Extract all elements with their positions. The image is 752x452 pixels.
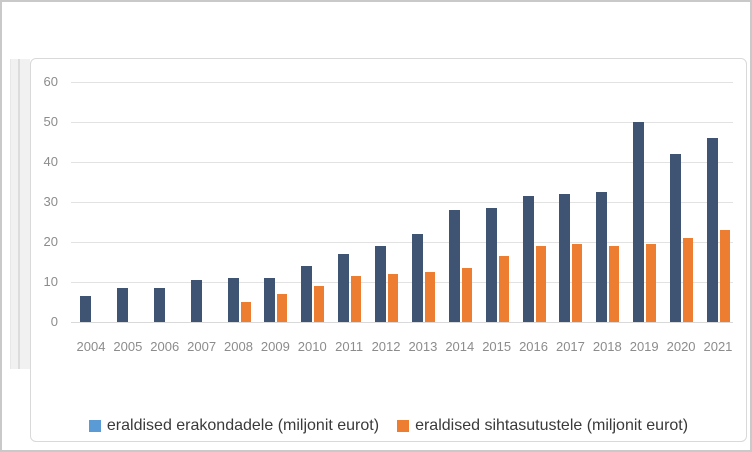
bar-sihtasutustele-2008 xyxy=(240,302,251,322)
x-tick-label: 2010 xyxy=(297,339,327,354)
bar-erakondadele-2009 xyxy=(264,278,276,322)
bar-sihtasutustele-2016 xyxy=(535,246,546,322)
bar-erakondadele-2019 xyxy=(633,122,645,322)
x-tick-label: 2012 xyxy=(371,339,401,354)
x-tick-label: 2020 xyxy=(666,339,696,354)
x-tick-label: 2021 xyxy=(703,339,733,354)
bar-erakondadele-2014 xyxy=(448,210,460,322)
x-tick-label: 2008 xyxy=(224,339,253,354)
x-tick-label: 2005 xyxy=(113,339,143,354)
bar-erakondadele-2013 xyxy=(411,234,423,322)
page-edge-strip xyxy=(10,59,30,369)
bar-erakondadele-2020 xyxy=(670,154,682,322)
bar-sihtasutustele-2015 xyxy=(498,256,509,322)
bar-erakondadele-2010 xyxy=(301,266,313,322)
y-tick-label: 30 xyxy=(43,194,58,209)
x-tick-label: 2016 xyxy=(519,339,548,354)
bar-erakondadele-2018 xyxy=(596,192,608,322)
gridline xyxy=(71,242,733,243)
y-tick-label: 60 xyxy=(43,74,58,89)
legend-label: eraldised sihtasutustele (miljonit eurot… xyxy=(415,417,689,434)
bar-erakondadele-2016 xyxy=(522,196,534,322)
gridline xyxy=(71,82,733,83)
y-tick-label: 40 xyxy=(43,154,58,169)
chart-object: 0 10 20 30 40 50 60 2004 2005 2006 2007 2008 2009 201… xyxy=(30,58,747,442)
bar-erakondadele-2012 xyxy=(375,246,387,322)
x-tick-label: 2013 xyxy=(408,339,438,354)
y-tick-label: 0 xyxy=(50,314,58,329)
bar-erakondadele-2004 xyxy=(80,296,91,322)
bar-erakondadele-2015 xyxy=(485,208,497,322)
x-tick-label: 2017 xyxy=(555,339,585,354)
bar-sihtasutustele-2010 xyxy=(314,286,325,322)
bar-erakondadele-2005 xyxy=(116,288,128,322)
plot-area: 0 10 20 30 40 50 60 2004 2005 2006 2007 2008 2009 201… xyxy=(31,59,746,441)
gridline xyxy=(71,322,733,323)
legend-swatch-orange xyxy=(397,420,410,432)
bar-sihtasutustele-2017 xyxy=(572,244,583,322)
gridline xyxy=(71,282,733,283)
x-tick-label: 2006 xyxy=(150,339,180,354)
x-tick-label: 2014 xyxy=(445,339,475,354)
x-tick-label: 2011 xyxy=(335,339,364,354)
x-tick-label: 2018 xyxy=(592,339,622,354)
x-tick-label: 2019 xyxy=(629,339,659,354)
gridline xyxy=(71,122,733,123)
bar-sihtasutustele-2020 xyxy=(683,238,694,322)
page-edge-line xyxy=(18,59,20,369)
bar-erakondadele-2008 xyxy=(227,278,239,322)
y-tick-label: 50 xyxy=(43,114,58,129)
bar-sihtasutustele-2019 xyxy=(646,244,657,322)
x-tick-label: 2009 xyxy=(260,339,290,354)
y-tick-label: 20 xyxy=(43,234,58,249)
bar-sihtasutustele-2012 xyxy=(388,274,399,322)
bar-sihtasutustele-2013 xyxy=(424,272,435,322)
legend: eraldised erakondadele (miljonit eurot) … xyxy=(31,411,746,441)
bar-erakondadele-2017 xyxy=(559,194,571,322)
bar-erakondadele-2007 xyxy=(190,280,202,322)
bar-sihtasutustele-2009 xyxy=(277,294,288,322)
x-tick-label: 2015 xyxy=(482,339,512,354)
legend-label: eraldised erakondadele (miljonit eurot) xyxy=(106,417,380,434)
legend-item-sihtasutustele: eraldised sihtasutustele (miljonit eurot… xyxy=(397,417,688,435)
bar-sihtasutustele-2014 xyxy=(461,268,472,322)
x-tick-label: 2007 xyxy=(187,339,217,354)
legend-item-erakondadele: eraldised erakondadele (miljonit eurot) xyxy=(88,417,380,435)
bar-erakondadele-2006 xyxy=(153,288,165,322)
gridline xyxy=(71,202,733,203)
bar-erakondadele-2021 xyxy=(706,138,718,322)
x-tick-label: 2004 xyxy=(76,339,106,354)
y-tick-label: 10 xyxy=(43,274,58,289)
legend-swatch-blue xyxy=(88,420,101,432)
bar-sihtasutustele-2018 xyxy=(609,246,620,322)
gridline xyxy=(71,162,733,163)
bar-erakondadele-2011 xyxy=(338,254,350,322)
bar-sihtasutustele-2021 xyxy=(719,230,730,322)
bar-sihtasutustele-2011 xyxy=(351,276,362,322)
